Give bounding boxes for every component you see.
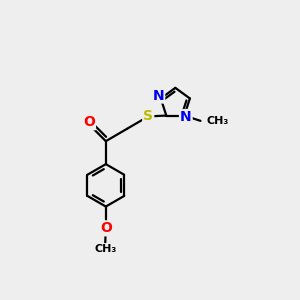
- Text: O: O: [83, 115, 95, 129]
- Text: CH₃: CH₃: [94, 244, 116, 254]
- Text: N: N: [180, 110, 192, 124]
- Text: N: N: [153, 88, 164, 103]
- Text: CH₃: CH₃: [207, 116, 229, 126]
- Text: O: O: [100, 221, 112, 235]
- Text: S: S: [143, 110, 153, 123]
